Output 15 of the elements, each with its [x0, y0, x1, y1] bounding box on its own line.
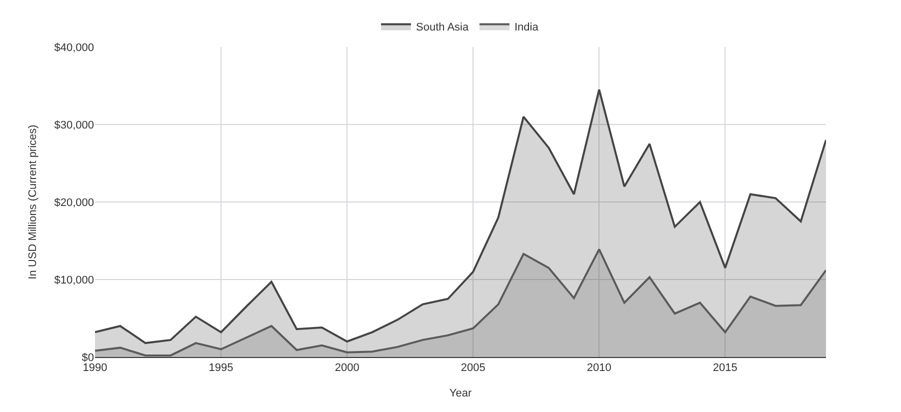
y-axis-title: In USD Millions (Current prices): [26, 124, 39, 280]
legend-label: India: [514, 22, 540, 34]
y-tick-label: $30,000: [54, 119, 94, 132]
y-tick-label: $40,000: [54, 42, 94, 54]
x-axis-title: Year: [449, 387, 472, 400]
x-tick-label: 1995: [208, 362, 234, 374]
y-tick-label: $0: [82, 352, 94, 364]
x-tick-label: 2015: [712, 362, 738, 374]
legend-label: South Asia: [416, 22, 470, 34]
x-tick-label: 1990: [82, 362, 108, 374]
x-tick-label: 2010: [586, 362, 612, 374]
x-tick-label: 2000: [334, 362, 360, 374]
x-tick-label: 2005: [460, 362, 486, 374]
y-tick-label: $20,000: [54, 196, 94, 209]
y-tick-label: $10,000: [54, 274, 94, 286]
